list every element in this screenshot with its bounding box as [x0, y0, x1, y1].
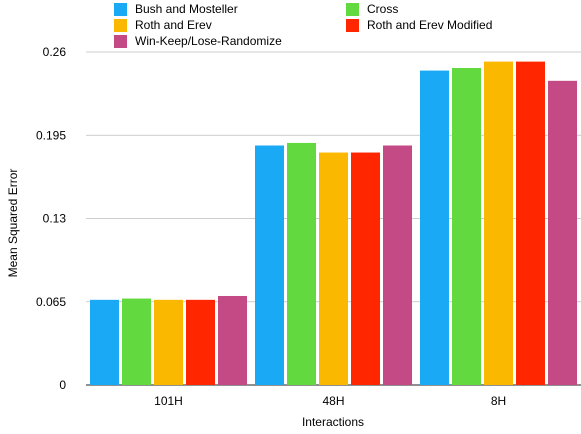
legend-swatch	[346, 18, 359, 32]
y-tick-labels: 0 0.065 0.13 0.195 0.26	[36, 45, 66, 392]
legend-item-roth-and-erev: Roth and Erev	[114, 18, 212, 32]
bar	[186, 299, 215, 385]
legend-item-bush-and-mosteller: Bush and Mosteller	[114, 2, 238, 16]
bar	[351, 152, 380, 385]
legend-item-roth-and-erev-modified: Roth and Erev Modified	[346, 18, 492, 32]
legend-label: Roth and Erev	[135, 18, 212, 32]
x-tick-label: 48H	[322, 394, 344, 408]
legend-item-cross: Cross	[346, 2, 398, 16]
legend-swatch	[114, 2, 127, 16]
chart-legend: Bush and Mosteller Roth and Erev Win-Kee…	[0, 0, 581, 52]
y-tick-label: 0.195	[36, 128, 66, 142]
legend-swatch	[346, 2, 359, 16]
legend-label: Roth and Erev Modified	[367, 18, 493, 32]
bar	[287, 142, 316, 385]
y-axis-label: Mean Squared Error	[6, 169, 20, 278]
bar	[319, 152, 348, 385]
bar	[420, 70, 449, 385]
bar	[90, 299, 119, 385]
bars	[90, 61, 577, 385]
y-tick-label: 0.13	[43, 212, 67, 226]
x-axis-label: Interactions	[302, 415, 364, 429]
y-tick-label: 0.065	[36, 295, 66, 309]
bar	[452, 68, 481, 385]
bar	[484, 61, 513, 385]
bar	[154, 299, 183, 385]
legend-label: Cross	[367, 2, 399, 16]
x-tick-label: 101H	[154, 394, 183, 408]
bar	[383, 145, 412, 385]
bar	[548, 80, 577, 385]
bar	[255, 145, 284, 385]
y-tick-label: 0.26	[43, 45, 67, 59]
legend-swatch	[114, 34, 127, 48]
legend-swatch	[114, 18, 127, 32]
y-tick-label: 0	[59, 378, 66, 392]
x-tick-label: 8H	[491, 394, 506, 408]
legend-item-win-keep-lose-randomize: Win-Keep/Lose-Randomize	[114, 34, 282, 48]
bar	[516, 61, 545, 385]
bar	[218, 295, 247, 385]
bar	[122, 298, 151, 385]
legend-label: Win-Keep/Lose-Randomize	[135, 34, 282, 48]
x-tick-labels: 101H 48H 8H	[154, 394, 506, 408]
legend-label: Bush and Mosteller	[135, 2, 238, 16]
